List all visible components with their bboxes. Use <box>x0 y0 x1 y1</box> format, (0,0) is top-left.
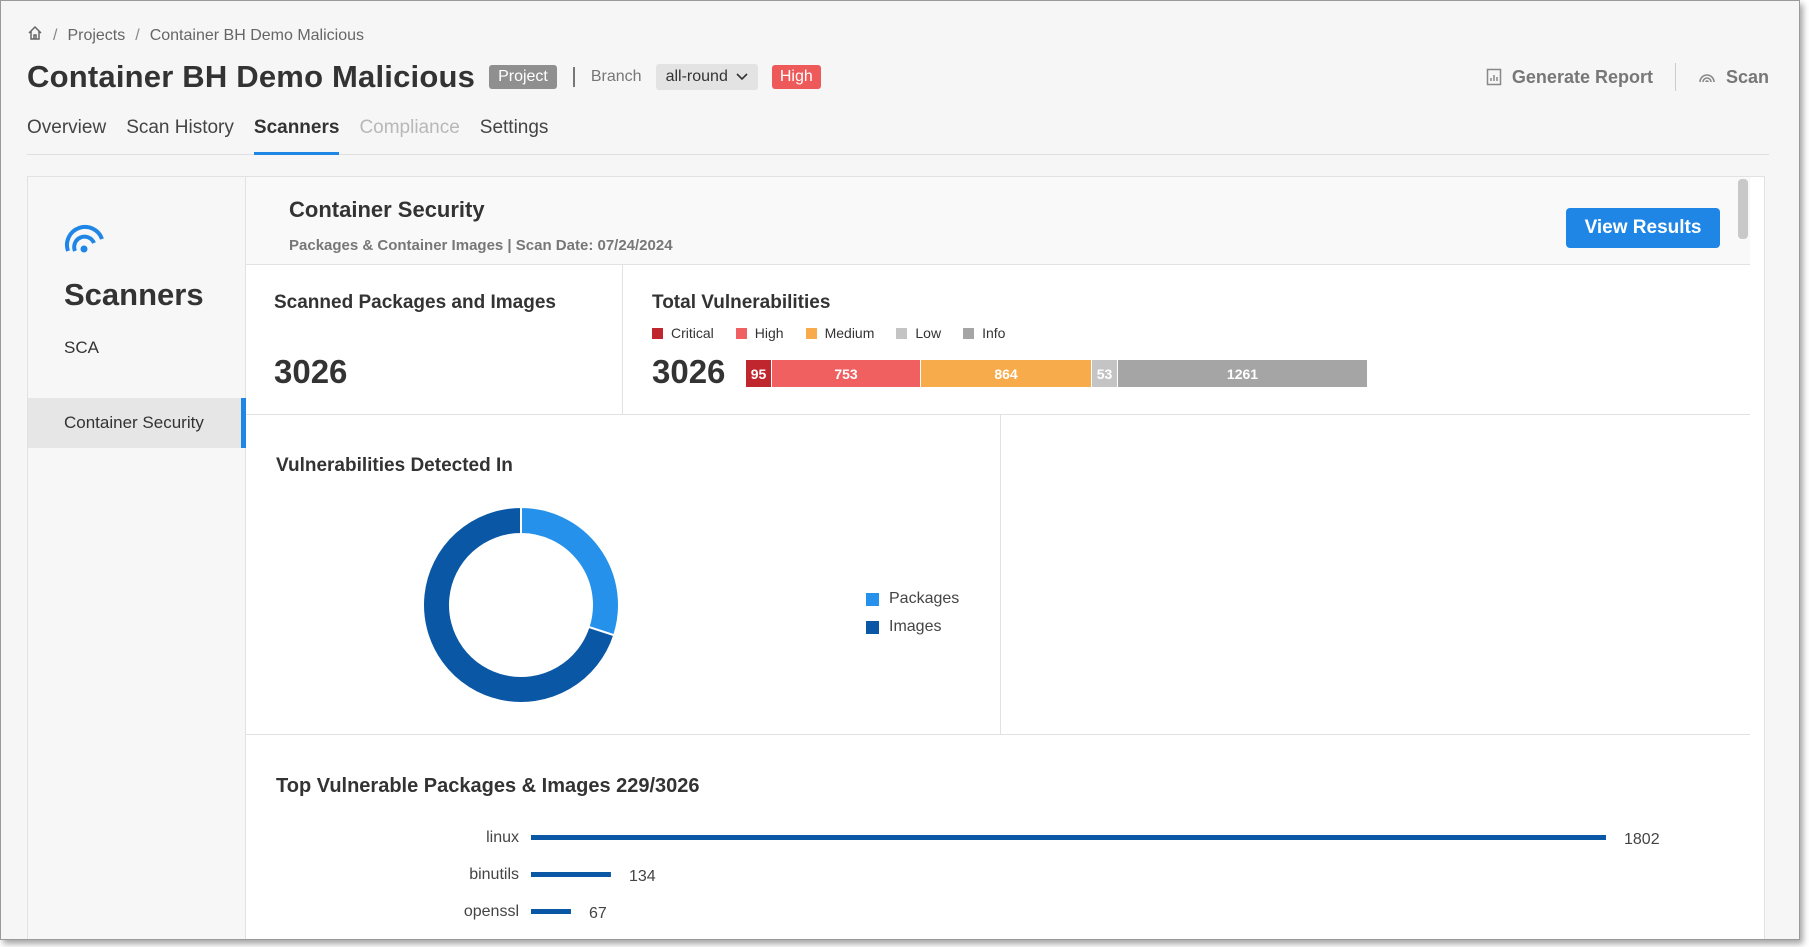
detected-legend: Packages Images <box>866 585 959 641</box>
divider <box>1674 63 1676 91</box>
tab-settings[interactable]: Settings <box>479 117 549 138</box>
legend-swatch <box>735 327 747 339</box>
scrollbar[interactable] <box>1738 179 1748 239</box>
top-vulnerable-title: Top Vulnerable Packages & Images 229/302… <box>276 775 700 797</box>
donut-slice-images[interactable] <box>422 505 616 704</box>
legend-swatch <box>896 327 908 339</box>
bar-value-binutils: 134 <box>629 868 656 885</box>
scanner-content: Container Security Packages & Container … <box>246 177 1750 939</box>
legend-swatch <box>866 592 879 606</box>
scanned-card: Scanned Packages and Images 3026 <box>246 265 623 415</box>
project-badge: Project <box>489 65 557 89</box>
severity-legend-item: Critical <box>652 325 714 341</box>
chevron-down-icon <box>736 73 748 81</box>
tab-overview[interactable]: Overview <box>27 117 107 138</box>
generate-report-label: Generate Report <box>1511 66 1653 87</box>
empty-card <box>1001 415 1750 735</box>
total-value: 3026 <box>652 353 726 390</box>
bar-linux[interactable] <box>531 835 1606 840</box>
tab-scanners[interactable]: Scanners <box>253 113 339 155</box>
scanner-sidebar: Scanners SCA Container Security <box>28 177 246 939</box>
bar-value-linux: 1802 <box>1624 831 1660 848</box>
severity-legend-item: Medium <box>805 325 875 341</box>
bar-label-binutils: binutils <box>469 866 519 883</box>
sidebar-item-sca[interactable]: SCA <box>64 338 99 357</box>
tab-compliance: Compliance <box>359 117 460 138</box>
legend-swatch <box>963 327 975 339</box>
scanner-logo-icon <box>64 219 106 260</box>
breadcrumb-separator: / <box>53 26 58 44</box>
bar-openssl[interactable] <box>531 909 571 914</box>
breadcrumb-projects[interactable]: Projects <box>67 26 126 44</box>
severity-legend-item: High <box>735 325 784 341</box>
top-vulnerable-bar-chart: linux 1802 binutils 134 openssl 67 <box>464 829 1660 922</box>
scanner-title: Container Security <box>289 197 485 222</box>
legend-label: Critical <box>671 325 714 341</box>
bar-binutils[interactable] <box>531 872 611 877</box>
generate-report-button[interactable]: Generate Report <box>1486 67 1653 88</box>
scanned-value: 3026 <box>274 353 348 390</box>
detected-card: Vulnerabilities Detected In Packages Imag… <box>246 415 1001 735</box>
bar-value-openssl: 67 <box>589 905 607 922</box>
scan-label: Scan <box>1725 66 1769 87</box>
scanner-subtitle: Packages & Container Images | Scan Date:… <box>289 237 673 254</box>
view-results-button[interactable]: View Results <box>1566 208 1720 248</box>
severity-segment-medium[interactable]: 864 <box>921 360 1092 387</box>
legend-label: Medium <box>824 325 875 341</box>
breadcrumb-current: Container BH Demo Malicious <box>149 26 365 44</box>
legend-label: High <box>754 325 784 341</box>
legend-swatch <box>805 327 817 339</box>
severity-segment-info[interactable]: 1261 <box>1118 360 1368 387</box>
donut-legend-item[interactable]: Images <box>866 613 959 641</box>
breadcrumb: / Projects / Container BH Demo Malicious <box>27 25 364 46</box>
severity-segment-critical[interactable]: 95 <box>746 360 772 387</box>
legend-label: Low <box>915 325 942 341</box>
severity-legend-item: Info <box>963 325 1005 341</box>
legend-label: Packages <box>889 590 960 607</box>
breadcrumb-separator: / <box>135 26 140 44</box>
legend-swatch <box>652 327 663 339</box>
branch-value: all-round <box>665 68 728 85</box>
sidebar-title: Scanners <box>64 277 204 312</box>
report-icon <box>1486 68 1502 86</box>
detected-title: Vulnerabilities Detected In <box>276 455 513 476</box>
severity-legend: Critical High Medium Low Info <box>652 325 1005 341</box>
tab-scan-history[interactable]: Scan History <box>126 117 234 138</box>
donut-legend-item[interactable]: Packages <box>866 585 959 613</box>
legend-label: Images <box>889 618 942 635</box>
scanner-panel: Scanners SCA Container Security Containe… <box>27 176 1765 939</box>
donut-slice-packages[interactable] <box>520 505 620 637</box>
severity-segment-high[interactable]: 753 <box>772 360 921 387</box>
detected-donut-chart <box>422 505 620 704</box>
legend-swatch <box>866 620 879 634</box>
branch-label: Branch <box>590 68 642 85</box>
severity-legend-item: Low <box>896 325 941 341</box>
severity-bar: 95 753 864 53 1261 <box>746 360 1368 387</box>
bar-label-linux: linux <box>486 829 519 846</box>
severity-segment-low[interactable]: 53 <box>1092 360 1118 387</box>
sidebar-item-container-security[interactable]: Container Security <box>28 398 246 448</box>
bar-label-openssl: openssl <box>464 903 519 920</box>
scanned-title: Scanned Packages and Images <box>274 292 556 313</box>
page-title: Container BH Demo Malicious <box>27 59 476 94</box>
risk-badge: High <box>771 65 821 89</box>
total-title: Total Vulnerabilities <box>652 292 831 313</box>
branch-select[interactable]: all-round <box>655 64 758 90</box>
scan-icon <box>1699 74 1715 83</box>
home-icon[interactable] <box>27 25 43 46</box>
scan-button[interactable]: Scan <box>1698 67 1769 88</box>
stats-row: Scanned Packages and Images 3026 Total V… <box>246 265 1750 415</box>
tab-bar: Overview Scan History Scanners Complianc… <box>27 113 1769 155</box>
legend-label: Info <box>982 325 1006 341</box>
scanner-header: Container Security Packages & Container … <box>246 177 1750 265</box>
divider <box>572 67 575 87</box>
